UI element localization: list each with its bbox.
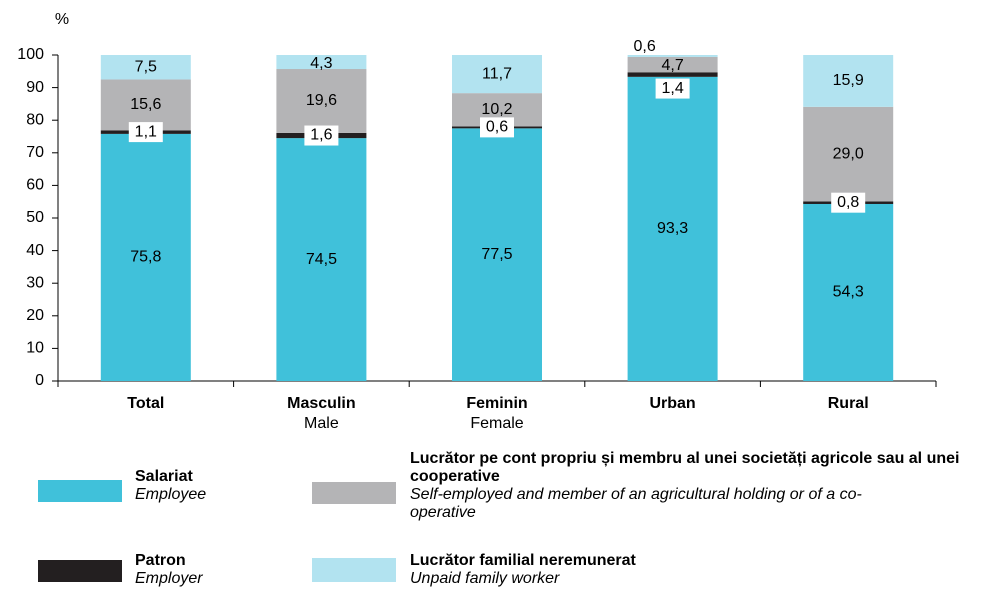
value-label: 10,2 — [481, 101, 512, 118]
legend-entry: Salariat Employee — [135, 468, 206, 504]
bar-segment — [803, 203, 894, 381]
value-label: 74,5 — [306, 251, 337, 268]
legend-name-en: Employee — [135, 486, 207, 503]
bar-segment — [100, 55, 191, 80]
value-label: 93,3 — [657, 220, 688, 237]
bar-segment — [452, 128, 542, 381]
label-box — [831, 192, 866, 213]
label-box — [480, 117, 514, 138]
legend-entry: Patron Employer — [135, 552, 203, 588]
legend-name-en: Self-employed and member of an agricultu… — [410, 486, 862, 521]
legend-swatch — [312, 482, 396, 504]
bar-segment — [627, 56, 718, 73]
x-tick-label-en: Female — [470, 415, 523, 432]
legend-name: Lucrător familial neremunerat — [410, 552, 636, 569]
legend-swatch — [312, 558, 396, 582]
bar-segment — [803, 106, 894, 202]
bar-segment — [627, 72, 718, 77]
y-tick-label: 70 — [26, 144, 44, 161]
x-tick-label: Total — [127, 395, 164, 412]
value-label: 0,6 — [486, 119, 508, 136]
y-tick-label: 100 — [17, 46, 44, 63]
y-tick-label: 10 — [26, 340, 44, 357]
y-tick-label: 60 — [26, 177, 44, 194]
legend-entry: Lucrător pe cont propriu și membru al un… — [410, 450, 994, 522]
bar-segment — [276, 138, 367, 381]
value-label: 15,9 — [833, 72, 864, 89]
value-label: 54,3 — [833, 284, 864, 301]
bar-segment — [627, 76, 718, 381]
bar-segment — [100, 133, 191, 381]
legend-name: Lucrător pe cont propriu și membru al un… — [410, 450, 960, 485]
y-tick-label: 90 — [26, 79, 44, 96]
bar-segment — [627, 55, 718, 57]
legend-swatch — [38, 560, 122, 582]
x-tick-label-en: Male — [304, 415, 339, 432]
value-label: 0,8 — [837, 194, 859, 211]
y-tick-label: 20 — [26, 307, 44, 324]
bar-segment — [276, 69, 367, 133]
value-label: 1,6 — [310, 127, 332, 144]
value-label: 11,7 — [482, 65, 512, 82]
y-tick-label: 50 — [26, 209, 44, 226]
value-label: 7,5 — [135, 58, 157, 75]
value-label: 0,6 — [633, 38, 655, 55]
value-label: 75,8 — [130, 249, 161, 266]
value-label: 29,0 — [833, 145, 864, 162]
legend-name: Salariat — [135, 468, 193, 485]
y-tick-label: 80 — [26, 111, 44, 128]
legend-name-en: Unpaid family worker — [410, 570, 560, 587]
x-tick-label: Masculin — [287, 395, 355, 412]
legend-name: Patron — [135, 552, 186, 569]
legend-entry: Lucrător familial neremunerat Unpaid fami… — [410, 552, 636, 588]
value-label: 4,7 — [661, 57, 683, 74]
bar-segment — [100, 79, 191, 131]
chart: % 0 10 20 30 40 50 60 70 80 90 100 Total 75,8 1,1 15,6… — [17, 11, 937, 432]
bar-segment — [452, 55, 542, 94]
value-label: 15,6 — [130, 96, 161, 113]
legend-swatch — [38, 480, 122, 502]
x-tick-label: Urban — [649, 395, 695, 412]
value-label: 77,5 — [481, 246, 512, 263]
x-tick-label: Rural — [828, 395, 869, 412]
y-axis-label: % — [55, 11, 69, 28]
bar-segment — [276, 55, 367, 70]
label-box — [304, 125, 339, 146]
y-tick-label: 30 — [26, 274, 44, 291]
x-tick-label: Feminin — [466, 395, 527, 412]
legend-name-en: Employer — [135, 570, 203, 587]
label-box — [128, 122, 163, 143]
value-label: 1,4 — [661, 80, 683, 97]
y-tick-label: 0 — [35, 372, 44, 389]
bar-segment — [803, 55, 894, 107]
value-label: 4,3 — [310, 55, 332, 72]
y-tick-label: 40 — [26, 242, 44, 259]
label-box — [655, 78, 690, 99]
value-label: 19,6 — [306, 92, 337, 109]
value-label: 1,1 — [135, 123, 157, 140]
